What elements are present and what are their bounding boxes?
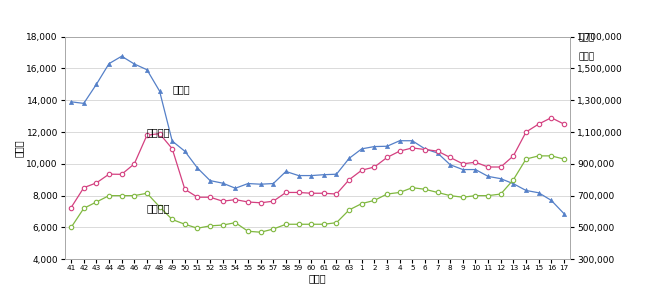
Text: 発生件数: 発生件数 (147, 203, 170, 213)
Y-axis label: （人）: （人） (14, 139, 23, 157)
Text: 負傷者数: 負傷者数 (147, 127, 170, 137)
Text: （件）: （件） (579, 34, 595, 43)
X-axis label: （年）: （年） (308, 274, 327, 284)
Text: 死者数: 死者数 (172, 84, 190, 94)
Text: （人）: （人） (579, 52, 595, 61)
